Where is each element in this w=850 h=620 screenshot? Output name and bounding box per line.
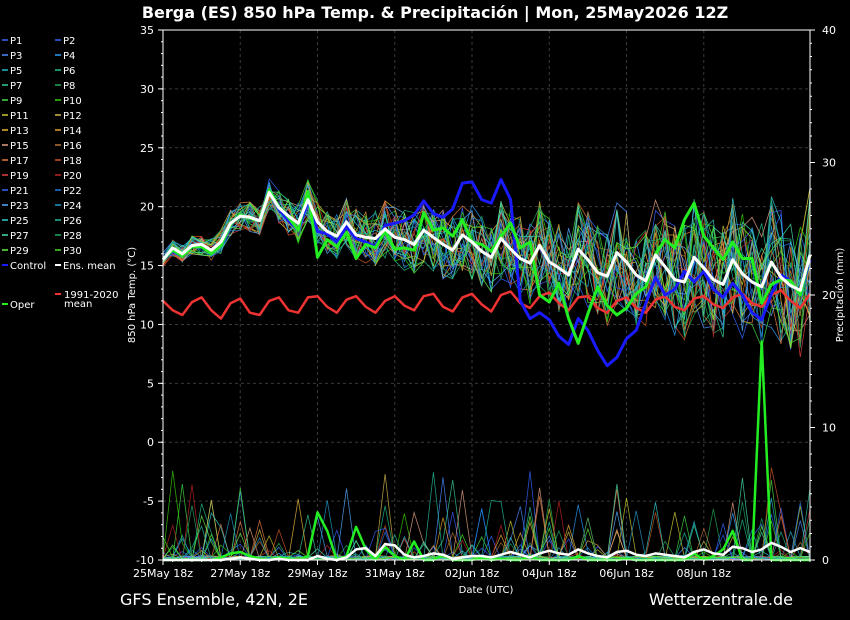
legend-label: P25 — [10, 216, 29, 227]
legend-label: P1 — [10, 36, 22, 47]
legend-label: P5 — [10, 66, 22, 77]
legend-label: P8 — [63, 81, 75, 92]
member-temp-line — [162, 202, 811, 338]
x-tick-label: 25May 18z — [133, 567, 193, 580]
legend-label: P3 — [10, 51, 22, 62]
legend-label: Oper — [10, 300, 35, 311]
x-tick-label: 06Jun 18z — [599, 567, 654, 580]
series-1991-2020-mean — [162, 289, 812, 320]
right-tick-label: 40 — [822, 24, 836, 37]
left-tick-label: -10 — [136, 554, 154, 567]
legend-label: P26 — [63, 216, 82, 227]
legend-label: P27 — [10, 231, 29, 242]
legend-label: P17 — [10, 156, 29, 167]
legend-label: P16 — [63, 141, 82, 152]
left-tick-label: 20 — [140, 201, 154, 214]
left-tick-label: 25 — [140, 142, 154, 155]
left-axis-ticks: 35 30 25 20 15 10 5 0 -5 -10 — [136, 24, 163, 567]
left-tick-label: -5 — [143, 495, 154, 508]
plot-frame — [162, 29, 811, 561]
right-tick-label: 10 — [822, 422, 836, 435]
legend-label: P7 — [10, 81, 22, 92]
legend-label: P29 — [10, 246, 29, 257]
left-tick-label: 15 — [140, 260, 154, 273]
legend-label: Ens. mean — [63, 261, 116, 272]
left-tick-label: 5 — [147, 377, 154, 390]
legend-label: P22 — [63, 186, 82, 197]
left-tick-label: 30 — [140, 83, 154, 96]
x-tick-label: 29May 18z — [287, 567, 347, 580]
member-temp-line — [162, 201, 811, 342]
legend-label: P9 — [10, 96, 22, 107]
left-tick-label: 10 — [140, 318, 154, 331]
member-temp-line — [162, 178, 811, 344]
member-temp-line — [162, 195, 811, 330]
legend-label: P14 — [63, 126, 82, 137]
chart-grid — [163, 30, 810, 560]
x-tick-label: 27May 18z — [210, 567, 270, 580]
legend-label: P6 — [63, 66, 75, 77]
legend-label: P2 — [63, 36, 75, 47]
legend-label: P11 — [10, 111, 29, 122]
legend-label: P4 — [63, 51, 75, 62]
left-axis-label: 850 hPa Temp. (°C) — [127, 247, 138, 343]
right-tick-label: 20 — [822, 289, 836, 302]
legend-label: P23 — [10, 201, 29, 212]
series-ens-mean — [161, 191, 812, 292]
legend-label: P18 — [63, 156, 82, 167]
left-tick-label: 0 — [147, 436, 154, 449]
member-precip-line — [162, 488, 811, 561]
legend-label: P30 — [63, 246, 82, 257]
legend-label: P20 — [63, 171, 82, 182]
member-precip-line — [162, 489, 811, 562]
x-tick-label: 08Jun 18z — [677, 567, 732, 580]
x-tick-label: 04Jun 18z — [522, 567, 577, 580]
footer-source: Wetterzentrale.de — [649, 590, 793, 609]
legend-label: P12 — [63, 111, 82, 122]
member-temp-line — [162, 191, 811, 348]
legend-label: P10 — [63, 96, 82, 107]
legend-label: Control — [10, 261, 46, 272]
legend-label: P19 — [10, 171, 29, 182]
legend-label: 1991-2020 — [64, 290, 119, 301]
legend-label: P24 — [63, 201, 82, 212]
main-series — [161, 178, 812, 562]
x-axis-label: Date (UTC) — [459, 585, 514, 596]
legend: P1 P2 P3 P4 P5 P6 P7 P8 P9 P10 P11 P12 P13 P14 P15 P16 P… — [2, 36, 119, 311]
x-tick-label: 02Jun 18z — [445, 567, 500, 580]
legend-label: P21 — [10, 186, 29, 197]
right-tick-label: 0 — [822, 554, 829, 567]
x-axis-ticks: 25May 18z 27May 18z 29May 18z 31May 18z 02Ju… — [133, 560, 811, 580]
right-axis-label: Precipitación (mm) — [834, 248, 846, 343]
right-axis-ticks: 40 30 20 10 0 — [810, 24, 836, 567]
footer-model-info: GFS Ensemble, 42N, 2E — [120, 590, 308, 609]
legend-label: mean — [64, 299, 92, 310]
ensemble-members — [162, 178, 811, 358]
chart-title: Berga (ES) 850 hPa Temp. & Precipitación… — [142, 3, 728, 23]
member-temp-line — [162, 196, 811, 341]
x-tick-label: 31May 18z — [365, 567, 425, 580]
left-tick-label: 35 — [140, 24, 154, 37]
precip-series — [162, 467, 811, 562]
legend-label: P13 — [10, 126, 29, 137]
legend-label: P28 — [63, 231, 82, 242]
legend-label: P15 — [10, 141, 29, 152]
right-tick-label: 30 — [822, 157, 836, 170]
